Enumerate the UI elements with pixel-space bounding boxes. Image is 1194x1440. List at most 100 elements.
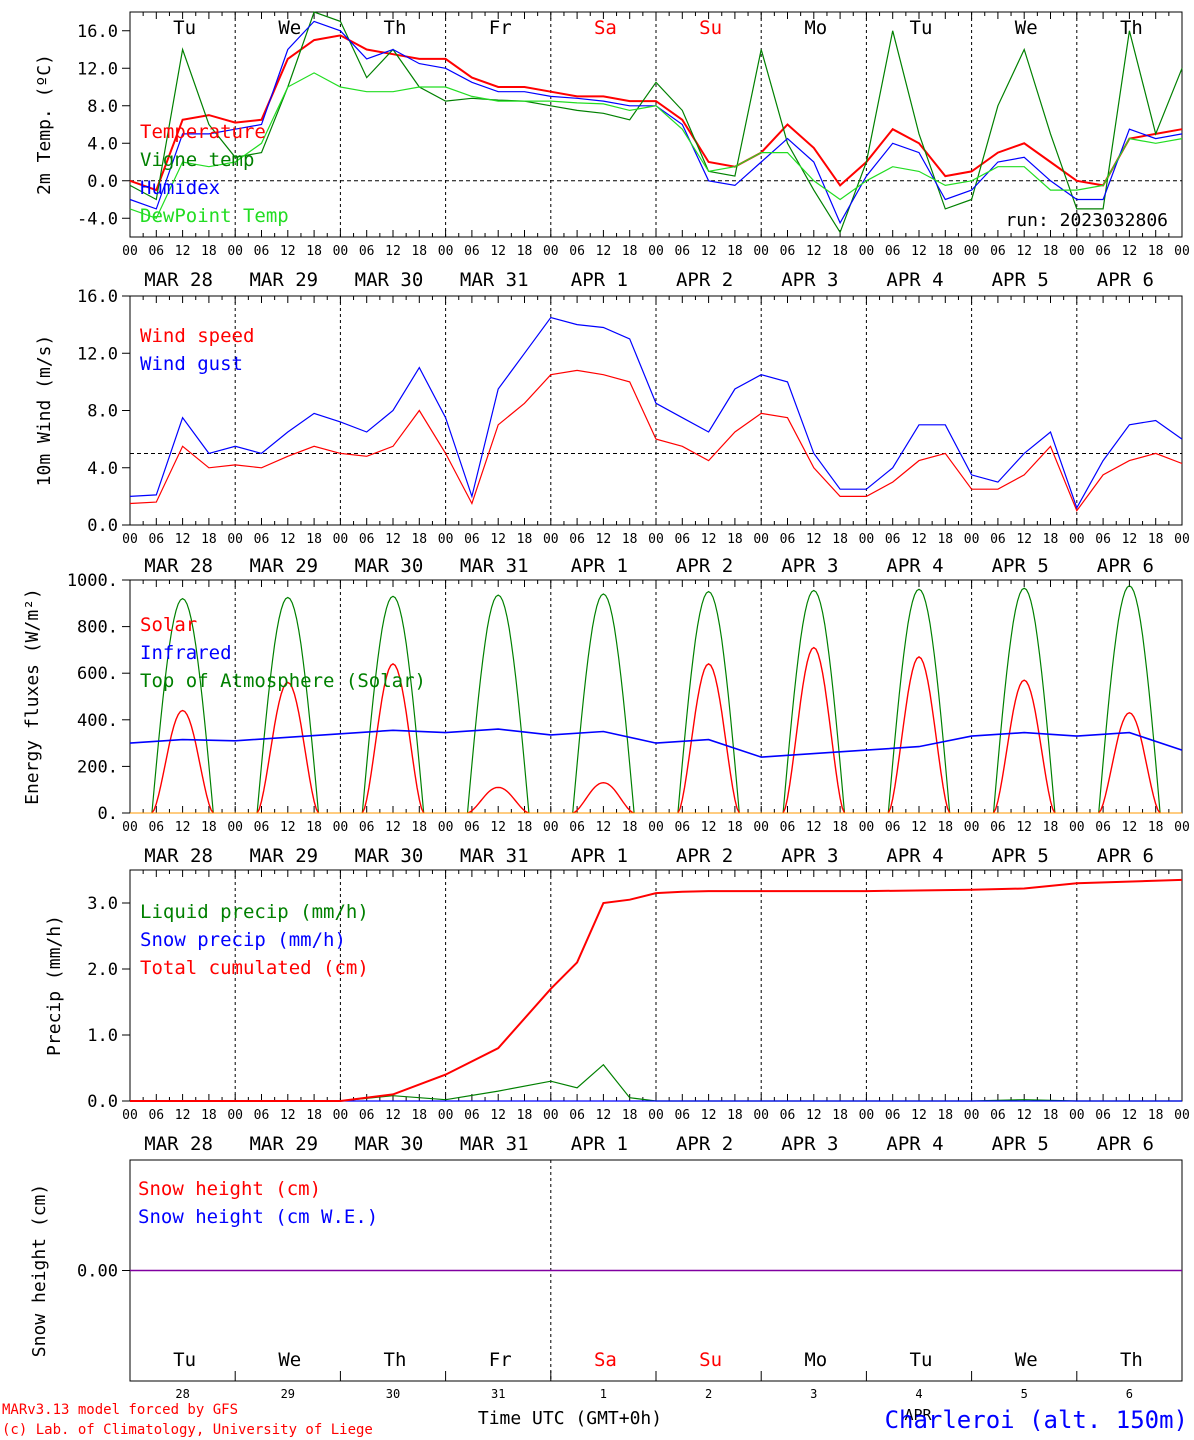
solar-curve bbox=[572, 781, 635, 814]
x-tick-label: 06 bbox=[359, 1108, 375, 1123]
x-tick-label: 06 bbox=[885, 532, 901, 547]
x-tick-label: 12 bbox=[280, 1108, 296, 1123]
date-label: MAR 31 bbox=[460, 555, 529, 577]
x-tick-label: 00 bbox=[648, 532, 664, 547]
date-label: APR 6 bbox=[1097, 845, 1154, 867]
x-tick-label: 00 bbox=[438, 532, 454, 547]
solar-curve bbox=[361, 663, 425, 814]
x-tick-label: 12 bbox=[596, 1108, 612, 1123]
x-tick-label: 12 bbox=[806, 1108, 822, 1123]
footer-model-line: MARv3.13 model forced by GFS bbox=[2, 1402, 238, 1418]
x-tick-label: 00 bbox=[227, 244, 243, 259]
x-tick-label: 12 bbox=[1016, 820, 1032, 835]
solar-curve bbox=[992, 679, 1056, 814]
date-label: MAR 28 bbox=[144, 1133, 213, 1155]
x-tick-label: 18 bbox=[937, 820, 953, 835]
weekday-label-bottom: Tu bbox=[910, 1349, 933, 1371]
x-tick-label: 18 bbox=[1043, 820, 1059, 835]
date-label: MAR 28 bbox=[144, 845, 213, 867]
solar-curve bbox=[467, 786, 530, 814]
x-tick-label: 06 bbox=[990, 532, 1006, 547]
x-tick-label: 12 bbox=[1016, 244, 1032, 259]
y-tick-label: -4.0 bbox=[77, 209, 118, 229]
date-label: APR 2 bbox=[676, 845, 733, 867]
date-label: APR 4 bbox=[886, 269, 943, 291]
x-tick-label: 18 bbox=[1148, 532, 1164, 547]
x-tick-label: 06 bbox=[780, 820, 796, 835]
y-tick-label: 0.0 bbox=[87, 172, 118, 192]
x-tick-label: 00 bbox=[227, 1108, 243, 1123]
date-label: MAR 29 bbox=[249, 269, 318, 291]
date-label: MAR 29 bbox=[249, 555, 318, 577]
y-tick-label: 600. bbox=[77, 664, 118, 684]
weekday-label-bottom: Th bbox=[384, 1349, 407, 1371]
x-tick-label: 00 bbox=[859, 532, 875, 547]
x-tick-label: 06 bbox=[464, 532, 480, 547]
y-axis-title: 10m Wind (m/s) bbox=[34, 335, 55, 487]
y-tick-label: 12.0 bbox=[77, 344, 118, 364]
x-tick-label: 00 bbox=[964, 532, 980, 547]
panel-1: 00 06 12 18 00 06 12 18 00 06 12 18 00 06 12 18 00 06 12 18… bbox=[34, 11, 1190, 291]
x-tick-label: 00 bbox=[1069, 820, 1085, 835]
x-tick-label: 00 bbox=[122, 244, 138, 259]
x-tick-label: 12 bbox=[701, 820, 717, 835]
date-label: MAR 30 bbox=[355, 1133, 424, 1155]
x-tick-label: 00 bbox=[1174, 532, 1190, 547]
x-tick-label: 06 bbox=[990, 1108, 1006, 1123]
x-tick-label: 00 bbox=[122, 1108, 138, 1123]
x-tick-label: 06 bbox=[674, 532, 690, 547]
x-tick-label: 18 bbox=[411, 244, 427, 259]
panel-2: 00 06 12 18 00 06 12 18 00 06 12 18 00 06 12 18 00 06 12 18… bbox=[34, 287, 1190, 577]
x-tick-label: 18 bbox=[201, 532, 217, 547]
date-label: APR 6 bbox=[1097, 555, 1154, 577]
date-label: MAR 31 bbox=[460, 845, 529, 867]
x-tick-label: 12 bbox=[596, 532, 612, 547]
x-tick-label: 18 bbox=[411, 820, 427, 835]
y-tick-label: 12.0 bbox=[77, 59, 118, 79]
x-tick-label: 12 bbox=[596, 820, 612, 835]
series-line-vigne-temp bbox=[129, 11, 1183, 234]
x-tick-label: 12 bbox=[385, 532, 401, 547]
x-tick-label: 18 bbox=[1148, 820, 1164, 835]
x-tick-label: 00 bbox=[1069, 532, 1085, 547]
y-tick-label: 4.0 bbox=[87, 459, 118, 479]
toa-solar-arc bbox=[1098, 585, 1161, 814]
run-label: run: 2023032806 bbox=[1005, 210, 1168, 231]
x-tick-label: 18 bbox=[727, 820, 743, 835]
station-label: Charleroi (alt. 150m) bbox=[885, 1406, 1188, 1434]
x-tick-label: 00 bbox=[122, 820, 138, 835]
x-tick-label: 18 bbox=[306, 1108, 322, 1123]
date-label: APR 3 bbox=[781, 845, 838, 867]
x-tick-label: 00 bbox=[333, 820, 349, 835]
x-tick-label: 12 bbox=[911, 820, 927, 835]
series-line-temperature bbox=[129, 34, 1183, 192]
x-tick-label: 18 bbox=[411, 532, 427, 547]
legend-entry: Temperature bbox=[140, 121, 266, 143]
x-tick-label: 18 bbox=[517, 1108, 533, 1123]
infrared-line bbox=[129, 728, 1183, 758]
x-tick-label: 00 bbox=[333, 532, 349, 547]
legend-entry: Liquid precip (mm/h) bbox=[140, 901, 369, 923]
legend-entry: DewPoint Temp bbox=[140, 205, 289, 227]
y-tick-label: 0. bbox=[98, 804, 118, 824]
toa-solar-arc bbox=[572, 593, 635, 814]
panel-3: 00 06 12 18 00 06 12 18 00 06 12 18 00 06 12 18 00 06 12 18… bbox=[22, 571, 1190, 867]
series-line-total-cumulated-cm- bbox=[130, 878, 1183, 1102]
x-tick-label: 06 bbox=[359, 532, 375, 547]
x-tick-label: 18 bbox=[727, 1108, 743, 1123]
x-tick-label: 06 bbox=[254, 1108, 270, 1123]
x-tick-label: 00 bbox=[1174, 1108, 1190, 1123]
x-tick-label: 12 bbox=[280, 532, 296, 547]
y-tick-label: 2.0 bbox=[87, 960, 118, 980]
solar-curve bbox=[887, 656, 951, 814]
x-tick-label: 12 bbox=[175, 532, 191, 547]
legend-entry: Snow height (cm W.E.) bbox=[138, 1206, 378, 1228]
y-axis-title: Energy fluxes (W/m²) bbox=[22, 588, 43, 805]
x-tick-label: 00 bbox=[1069, 244, 1085, 259]
weekday-label-bottom: Su bbox=[699, 1349, 722, 1371]
series-line-wind-gust bbox=[129, 316, 1183, 510]
x-tick-label: 12 bbox=[490, 532, 506, 547]
x-tick-label: 18 bbox=[622, 820, 638, 835]
toa-solar-arc bbox=[361, 595, 425, 814]
legend-entry: Top of Atmosphere (Solar) bbox=[140, 670, 426, 692]
